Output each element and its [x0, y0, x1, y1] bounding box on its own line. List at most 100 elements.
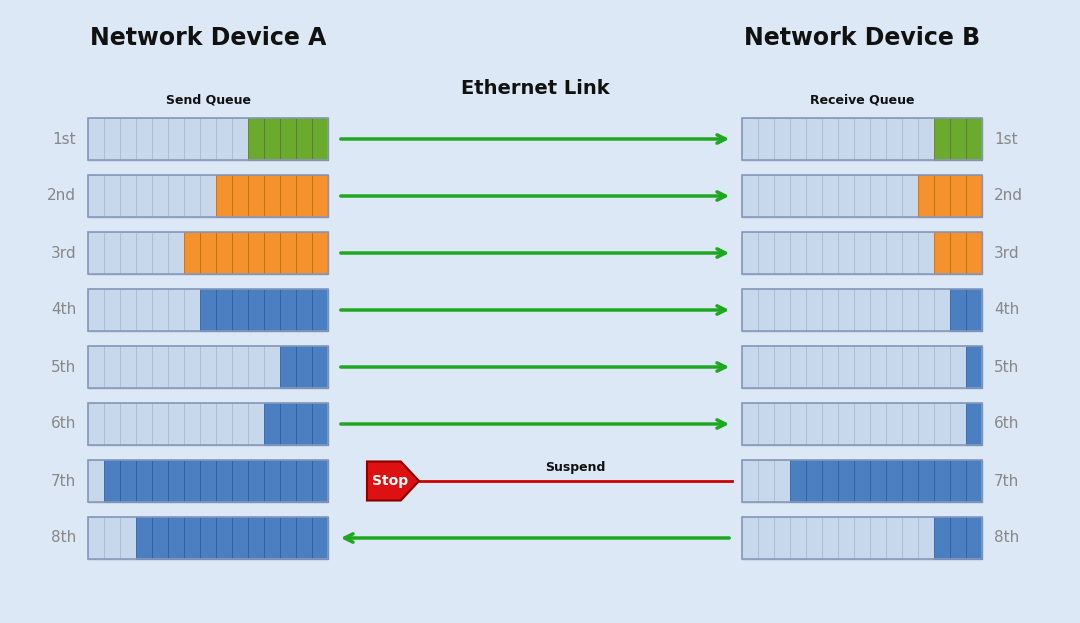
- Bar: [822, 517, 838, 559]
- Bar: [87, 118, 328, 160]
- Bar: [886, 517, 902, 559]
- Bar: [280, 460, 296, 502]
- Bar: [966, 517, 982, 559]
- Bar: [950, 175, 966, 217]
- Bar: [758, 460, 774, 502]
- Bar: [966, 118, 982, 160]
- Bar: [248, 175, 264, 217]
- Bar: [312, 517, 328, 559]
- Bar: [136, 118, 152, 160]
- Bar: [87, 175, 104, 217]
- Text: Network Device B: Network Device B: [744, 26, 980, 50]
- Text: 2nd: 2nd: [994, 189, 1023, 204]
- Text: Receive Queue: Receive Queue: [810, 93, 915, 107]
- Bar: [87, 289, 328, 331]
- Bar: [104, 175, 120, 217]
- Bar: [822, 118, 838, 160]
- Bar: [822, 346, 838, 388]
- Bar: [296, 346, 312, 388]
- Bar: [966, 346, 982, 388]
- Bar: [152, 289, 168, 331]
- Bar: [200, 175, 216, 217]
- Bar: [248, 346, 264, 388]
- Bar: [742, 517, 758, 559]
- Bar: [87, 460, 328, 502]
- Text: 7th: 7th: [994, 473, 1020, 488]
- Bar: [789, 403, 806, 445]
- Bar: [789, 346, 806, 388]
- Bar: [200, 403, 216, 445]
- Bar: [264, 460, 280, 502]
- Bar: [312, 346, 328, 388]
- Bar: [87, 403, 328, 445]
- Bar: [854, 460, 870, 502]
- Bar: [120, 175, 136, 217]
- Bar: [870, 403, 886, 445]
- Bar: [216, 403, 232, 445]
- Bar: [742, 232, 758, 274]
- Bar: [216, 346, 232, 388]
- Bar: [902, 232, 918, 274]
- Bar: [296, 118, 312, 160]
- Bar: [774, 346, 789, 388]
- Bar: [232, 517, 248, 559]
- Bar: [296, 403, 312, 445]
- Text: 1st: 1st: [994, 131, 1017, 146]
- Bar: [742, 175, 982, 217]
- Bar: [136, 460, 152, 502]
- Bar: [870, 346, 886, 388]
- Bar: [312, 460, 328, 502]
- Bar: [806, 118, 822, 160]
- Bar: [296, 460, 312, 502]
- Bar: [152, 460, 168, 502]
- Bar: [280, 346, 296, 388]
- Bar: [742, 289, 982, 331]
- Bar: [232, 118, 248, 160]
- Bar: [774, 460, 789, 502]
- Bar: [758, 175, 774, 217]
- Bar: [934, 175, 950, 217]
- Bar: [168, 460, 184, 502]
- Bar: [296, 517, 312, 559]
- Bar: [184, 403, 200, 445]
- Bar: [312, 175, 328, 217]
- Bar: [232, 403, 248, 445]
- Bar: [806, 232, 822, 274]
- Bar: [789, 175, 806, 217]
- Bar: [966, 175, 982, 217]
- Bar: [152, 175, 168, 217]
- Bar: [264, 289, 280, 331]
- Bar: [152, 403, 168, 445]
- Bar: [742, 346, 982, 388]
- Bar: [902, 346, 918, 388]
- Bar: [232, 175, 248, 217]
- Bar: [200, 517, 216, 559]
- Text: 4th: 4th: [51, 303, 76, 318]
- Bar: [184, 289, 200, 331]
- Bar: [152, 517, 168, 559]
- Bar: [742, 175, 758, 217]
- Bar: [774, 517, 789, 559]
- Bar: [87, 346, 328, 388]
- Bar: [264, 175, 280, 217]
- Bar: [870, 118, 886, 160]
- Bar: [902, 403, 918, 445]
- Bar: [742, 289, 982, 331]
- Bar: [742, 118, 982, 160]
- Text: 6th: 6th: [994, 417, 1020, 432]
- Bar: [216, 175, 232, 217]
- Bar: [87, 118, 104, 160]
- Polygon shape: [367, 462, 419, 500]
- Bar: [248, 517, 264, 559]
- Bar: [966, 289, 982, 331]
- Bar: [104, 460, 120, 502]
- Bar: [120, 403, 136, 445]
- Bar: [742, 118, 982, 160]
- Text: 1st: 1st: [52, 131, 76, 146]
- Bar: [280, 232, 296, 274]
- Bar: [742, 175, 982, 217]
- Bar: [264, 232, 280, 274]
- Bar: [296, 289, 312, 331]
- Text: Stop: Stop: [373, 474, 408, 488]
- Bar: [248, 289, 264, 331]
